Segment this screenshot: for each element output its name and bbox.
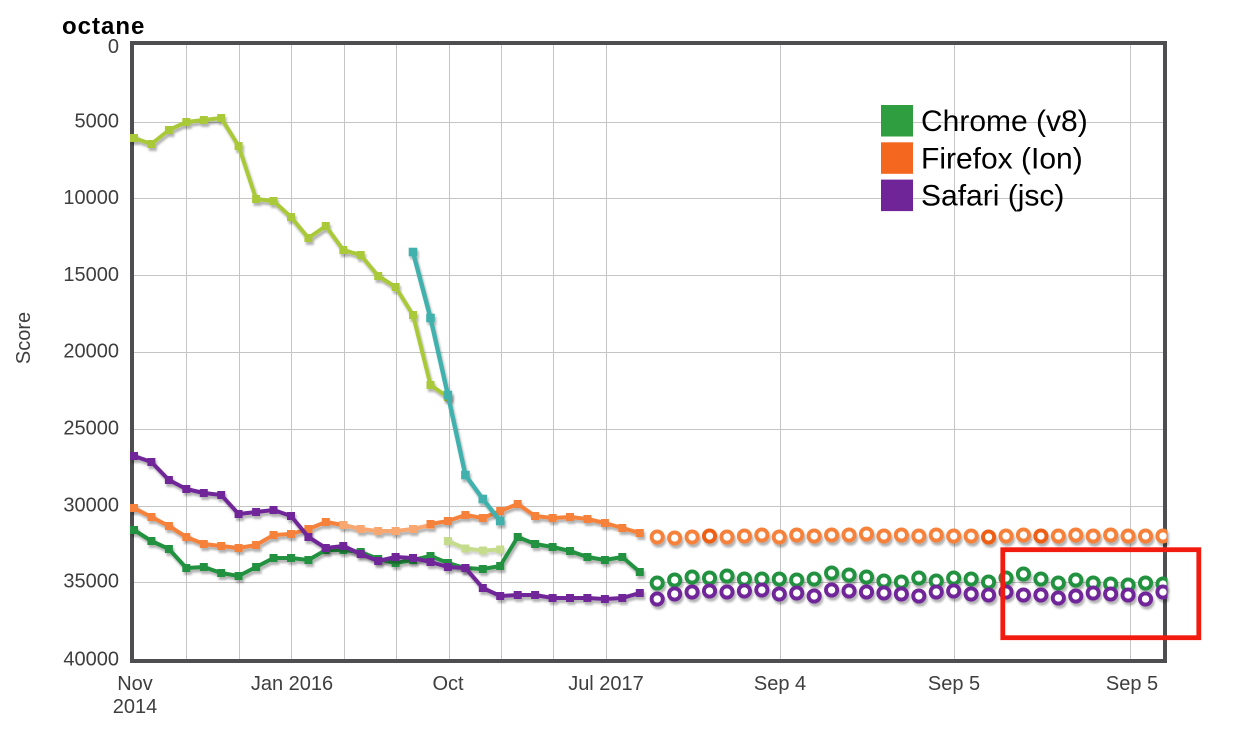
svg-text:Sep 5: Sep 5 xyxy=(928,673,980,695)
svg-text:10000: 10000 xyxy=(63,187,119,209)
svg-text:Safari (jsc): Safari (jsc) xyxy=(921,180,1064,213)
svg-text:Jan 2016: Jan 2016 xyxy=(251,673,333,695)
svg-text:0: 0 xyxy=(108,36,119,58)
svg-text:Jul 2017: Jul 2017 xyxy=(568,673,644,695)
svg-text:octane: octane xyxy=(62,13,145,40)
svg-text:Firefox (Ion): Firefox (Ion) xyxy=(921,142,1083,175)
svg-text:35000: 35000 xyxy=(63,571,119,593)
svg-text:Chrome (v8): Chrome (v8) xyxy=(921,105,1088,138)
svg-text:15000: 15000 xyxy=(63,264,119,286)
svg-text:Sep 5: Sep 5 xyxy=(1106,673,1158,695)
svg-text:Sep 4: Sep 4 xyxy=(754,673,806,695)
svg-text:40000: 40000 xyxy=(63,649,119,671)
svg-text:5000: 5000 xyxy=(75,111,120,133)
svg-text:25000: 25000 xyxy=(63,418,119,440)
svg-text:30000: 30000 xyxy=(63,495,119,517)
svg-text:Nov: Nov xyxy=(117,673,153,695)
svg-text:Oct: Oct xyxy=(432,673,464,695)
svg-text:2014: 2014 xyxy=(113,696,158,718)
svg-text:Score: Score xyxy=(13,312,35,364)
svg-text:20000: 20000 xyxy=(63,341,119,363)
